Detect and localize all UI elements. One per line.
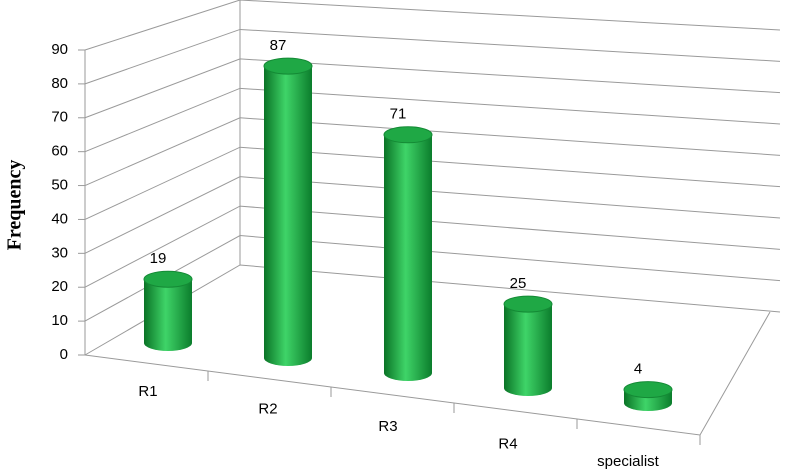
data-label: 25 <box>510 275 527 292</box>
y-tick-label: 40 <box>51 210 68 227</box>
y-tick-label: 70 <box>51 109 68 126</box>
grid-line <box>84 146 781 220</box>
data-label: 71 <box>390 106 407 123</box>
y-tick-label: 30 <box>51 244 68 261</box>
grid-line <box>84 0 781 51</box>
x-tick-label: R2 <box>258 400 277 417</box>
y-tick-label: 50 <box>51 177 68 194</box>
x-tick-label: R1 <box>138 383 157 400</box>
bar-top <box>623 381 673 399</box>
grid-line <box>84 87 781 153</box>
bar <box>384 134 432 373</box>
y-tick-label: 90 <box>51 41 68 58</box>
grid-line <box>84 205 781 288</box>
y-tick-label: 20 <box>51 278 68 295</box>
y-tick-label: 0 <box>60 346 68 363</box>
data-label: 4 <box>634 361 642 378</box>
x-tick-label: R3 <box>378 418 397 435</box>
bar-top <box>383 126 433 144</box>
bar-top <box>263 57 313 75</box>
data-label: 19 <box>150 250 167 267</box>
grid-line <box>84 264 781 356</box>
y-tick-label: 80 <box>51 75 68 92</box>
y-axis-label: Frequency <box>4 160 26 251</box>
x-tick-label: specialist <box>597 453 660 470</box>
grid-line <box>84 117 781 187</box>
bar <box>144 279 192 343</box>
bar-top <box>503 295 553 313</box>
grid-line <box>84 176 781 254</box>
bar <box>504 304 552 388</box>
y-tick-label: 10 <box>51 312 68 329</box>
grid-line <box>84 235 781 322</box>
data-label: 87 <box>270 37 287 54</box>
bar-top <box>143 270 193 288</box>
x-tick-label: R4 <box>498 435 517 452</box>
grid-line <box>84 58 781 119</box>
grid-line <box>84 28 781 85</box>
y-tick-label: 60 <box>51 143 68 160</box>
bar <box>264 66 312 359</box>
